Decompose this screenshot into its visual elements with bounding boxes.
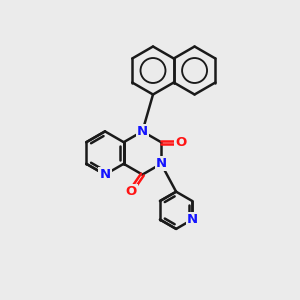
- Text: O: O: [125, 184, 136, 198]
- Text: N: N: [156, 157, 167, 170]
- Text: N: N: [137, 125, 148, 138]
- Text: O: O: [175, 136, 186, 149]
- Text: N: N: [99, 168, 111, 181]
- Text: N: N: [187, 213, 198, 226]
